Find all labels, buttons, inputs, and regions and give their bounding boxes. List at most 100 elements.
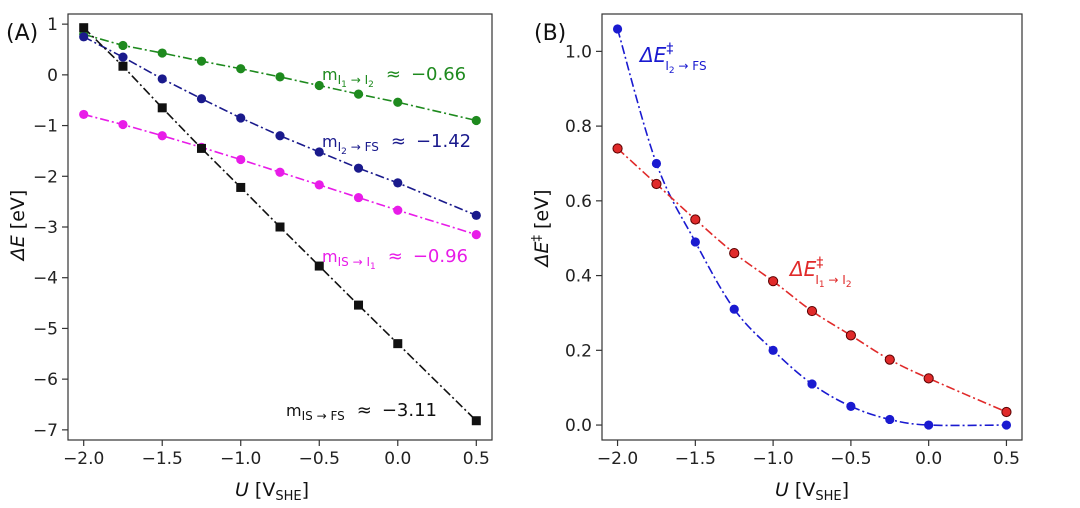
ann-from-sub: 2 [669, 66, 675, 76]
panel-b-x-var: U [775, 479, 789, 501]
data-point-is-i1 [353, 192, 364, 203]
ann-m: m [322, 65, 338, 84]
ann-to: FS [330, 409, 344, 423]
data-point--e-i1-i2 [651, 178, 662, 190]
data-point--e-i1-i2 [923, 373, 934, 384]
data-point-i2-fs [353, 163, 364, 173]
data-point-i1-i2 [236, 64, 246, 74]
data-point-i2-fs [471, 210, 481, 220]
ann-to: I [365, 73, 369, 87]
annotation-slope-is-fs: mIS → FS ≈ −3.11 [286, 400, 437, 423]
panel-a-y-ticks: 1 0 −1 −2 −3 −4 −5 −6 −7 [33, 15, 68, 441]
series-line--e-i1-i2 [617, 147, 1007, 413]
series-line-is-fs [83, 27, 477, 422]
data-point--e-i1-i2 [845, 330, 856, 341]
panel-a-y-var: ΔE [7, 235, 29, 262]
ann-from-sub: 1 [819, 280, 825, 290]
panel-b-frame [601, 13, 1023, 441]
ann-m: m [286, 401, 302, 420]
data-point-i2-fs [393, 178, 403, 188]
series-line-is-i1 [83, 113, 477, 236]
ann-value: −0.96 [413, 246, 468, 267]
data-point-i1-i2 [118, 40, 128, 51]
panel-a-x-ticks: −2.0 −1.5 −1.0 −0.5 0.0 0.5 [63, 440, 490, 469]
data-point-i2-fs [118, 52, 128, 62]
data-point-i1-i2 [353, 89, 364, 99]
panel-a-y-axis-label: ΔE [eV] [7, 190, 29, 263]
ann-to: FS [692, 59, 706, 73]
data-point-is-i1 [118, 119, 128, 130]
panel-b: (B) −2.0 −1.5 −1.0 −0.5 0.0 0.5 0.00.20.40.60… [530, 13, 1023, 504]
ann-approx: ≈ [391, 131, 406, 152]
x-tick-label: −2.0 [597, 449, 638, 469]
x-tick-label: 0.5 [993, 449, 1020, 469]
data-point-i1-i2 [157, 48, 167, 58]
ann-from-sub: 1 [341, 80, 347, 90]
x-tick-label: 0.0 [915, 449, 942, 469]
x-tick-label: 0.0 [384, 449, 411, 469]
annotation-barrier-i2-fs: ΔE‡ I2 → FS [638, 41, 707, 76]
ann-from: I [665, 59, 669, 73]
ann-to: I [842, 273, 846, 287]
y-tick-label: 0.6 [565, 192, 592, 212]
data-point--e-i1-i2 [806, 305, 818, 317]
data-point-i1-i2 [196, 56, 207, 66]
y-tick-label: −6 [33, 370, 58, 390]
data-point--e-i2-fs [1001, 420, 1012, 430]
panel-b-y-sup: ‡ [530, 235, 545, 242]
y-tick-label: 1.0 [565, 42, 592, 62]
data-point-i2-fs [157, 74, 167, 84]
data-point-is-fs [196, 143, 206, 153]
x-tick-label: −0.5 [830, 449, 871, 469]
ann-sup: ‡ [666, 41, 673, 57]
data-point--e-i2-fs [807, 379, 817, 389]
panel-a-label: (A) [6, 21, 38, 46]
data-point--e-i2-fs [651, 158, 662, 169]
y-tick-label: 0.2 [565, 341, 592, 361]
data-point--e-i2-fs [612, 24, 623, 34]
data-point--e-i2-fs [846, 401, 856, 411]
y-tick-label: −1 [33, 117, 58, 137]
data-point--e-i2-fs [924, 420, 934, 430]
panel-a-x-var: U [235, 479, 249, 501]
annotation-barrier-i1-i2: ΔE‡ I1 → I2 [788, 255, 852, 290]
data-point-is-fs [471, 416, 481, 426]
data-point-i1-i2 [275, 72, 285, 82]
panel-a-y-unit: [eV] [7, 190, 29, 230]
data-point-i2-fs [196, 94, 207, 104]
y-tick-label: 0.0 [565, 416, 592, 436]
panel-b-label: (B) [534, 21, 566, 46]
panel-b-plot-area [612, 24, 1012, 430]
data-point--e-i1-i2 [768, 276, 779, 287]
data-point-is-i1 [275, 167, 285, 177]
panel-b-x-ticks: −2.0 −1.5 −1.0 −0.5 0.0 0.5 [597, 440, 1020, 469]
x-tick-label: −1.5 [675, 449, 716, 469]
x-tick-label: 0.5 [463, 449, 490, 469]
data-point-is-i1 [314, 180, 324, 190]
data-point-i1-i2 [471, 115, 481, 126]
data-point-is-fs [236, 182, 246, 192]
data-point-is-fs [393, 339, 403, 349]
data-point--e-i2-fs [885, 414, 895, 425]
ann-from: IS [338, 255, 349, 269]
y-tick-label: −7 [33, 421, 58, 441]
x-tick-label: −2.0 [63, 449, 104, 469]
ann-approx: ≈ [388, 246, 403, 267]
data-point-is-fs [354, 300, 364, 310]
panel-b-y-axis-label: ΔE‡ [eV] [530, 189, 553, 268]
data-point--e-i2-fs [729, 304, 739, 314]
ann-var: ΔE [638, 43, 667, 67]
x-tick-label: −1.0 [752, 449, 793, 469]
data-point--e-i2-fs [768, 345, 778, 355]
y-tick-label: −3 [33, 218, 58, 238]
data-point-is-i1 [157, 131, 167, 141]
ann-to-sub: 2 [368, 80, 374, 90]
data-point-i2-fs [314, 147, 324, 157]
ann-var: ΔE [788, 257, 817, 281]
data-point--e-i1-i2 [884, 354, 895, 365]
data-point-i2-fs [79, 32, 89, 42]
panel-a-plot-area [79, 23, 481, 426]
ann-from: I [338, 140, 342, 154]
data-point-is-i1 [79, 109, 89, 120]
